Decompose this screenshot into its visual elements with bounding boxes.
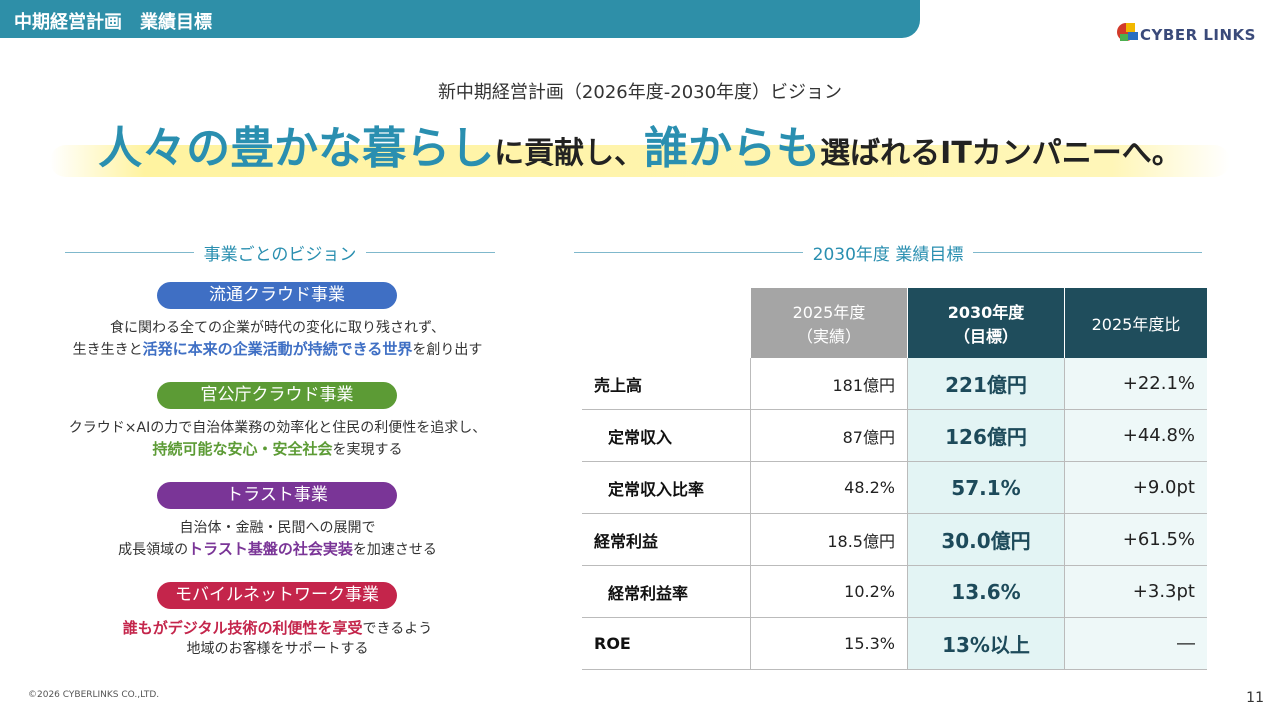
column-header: 2025年度 （実績） (750, 288, 908, 358)
table-row: 定常収入 87億円 126億円 +44.8% (582, 409, 1207, 462)
business-line: 持続可能な安心・安全社会を実現する (20, 438, 535, 459)
business-line: クラウド×AIの力で自治体業務の効率化と住民の利便性を追求し、 (20, 417, 535, 437)
table-cell: +22.1% (1064, 358, 1207, 410)
target-table: 2025年度 （実績） 2030年度 （目標） 2025年度比 売上高 181億円 221… (582, 288, 1207, 670)
column-header: 2025年度比 (1064, 288, 1207, 358)
table-cell: 13.6% (907, 565, 1065, 618)
vision-subtitle: 新中期経営計画（2026年度-2030年度）ビジョン (437, 82, 843, 103)
table-cell: +61.5% (1064, 513, 1207, 566)
business-line: 生き生きと活発に本来の企業活動が持続できる世界を創り出す (20, 338, 535, 359)
row-label: 売上高 (582, 358, 751, 410)
row-label: ROE (582, 617, 751, 670)
text-segment: 成長領域の (118, 542, 189, 558)
business-line: 誰もがデジタル技術の利便性を享受できるよう (20, 617, 535, 638)
business-line: 食に関わる全ての企業が時代の変化に取り残されず、 (20, 317, 535, 337)
business-pill: モバイルネットワーク事業 (157, 582, 397, 609)
table-row: 経常利益率 10.2% 13.6% +3.3pt (582, 565, 1207, 618)
logo-text: CYBER LINKS (1140, 26, 1256, 44)
table-cell: 15.3% (750, 617, 908, 670)
text-segment: 誰もがデジタル技術の利便性を享受 (122, 619, 363, 637)
table-cell: ― (1064, 617, 1207, 670)
empty-header (582, 288, 751, 358)
text-segment: 地域のお客様をサポートする (186, 641, 369, 657)
table-cell: 48.2% (750, 461, 908, 514)
vision-headline: 人々の豊かな暮らしに貢献し、誰からも選ばれるITカンパニーへ。 (0, 112, 1280, 176)
table-row: 定常収入比率 48.2% 57.1% +9.0pt (582, 461, 1207, 514)
business-line: 成長領域のトラスト基盤の社会実装を加速させる (20, 538, 535, 559)
highlight-brush (50, 145, 1230, 177)
headline-segment: に貢献し、 (494, 136, 645, 171)
business-line: 自治体・金融・民間への展開で (20, 517, 535, 537)
table-row: 経常利益 18.5億円 30.0億円 +61.5% (582, 513, 1207, 566)
section-title: 2030年度 業績目標 (574, 240, 1202, 265)
copyright: ©2026 CYBERLINKS CO.,LTD. (28, 690, 160, 700)
text-segment: を創り出す (412, 342, 483, 358)
table-cell: +44.8% (1064, 409, 1207, 462)
business-pill: トラスト事業 (157, 482, 397, 509)
text-segment: 生き生きと (72, 342, 143, 358)
page-number: 11 (1246, 690, 1264, 706)
table-cell: 18.5億円 (750, 513, 908, 566)
business-pill: 流通クラウド事業 (157, 282, 397, 309)
table-cell: 30.0億円 (907, 513, 1065, 566)
business-line: 地域のお客様をサポートする (20, 638, 535, 658)
table-row: ROE 15.3% 13%以上 ― (582, 617, 1207, 670)
header-bar (0, 0, 920, 38)
text-segment: 持続可能な安心・安全社会 (152, 440, 333, 458)
table-cell: 126億円 (907, 409, 1065, 462)
headline-segment: 選ばれるITカンパニーへ。 (820, 136, 1182, 171)
row-label: 経常利益率 (582, 565, 751, 618)
text-segment: できるよう (362, 621, 433, 637)
text-segment: トラスト基盤の社会実装 (188, 540, 353, 558)
business-pill: 官公庁クラウド事業 (157, 382, 397, 409)
row-label: 経常利益 (582, 513, 751, 566)
headline-segment: 誰からも (644, 123, 821, 174)
table-cell: +9.0pt (1064, 461, 1207, 514)
text-segment: 自治体・金融・民間への展開で (179, 520, 376, 536)
text-segment: 食に関わる全ての企業が時代の変化に取り残されず、 (109, 320, 446, 336)
row-label: 定常収入 (582, 409, 751, 462)
section-title-text: 2030年度 業績目標 (812, 245, 964, 265)
text-segment: を実現する (332, 442, 403, 458)
table-cell: 13%以上 (907, 617, 1065, 670)
table-cell: 181億円 (750, 358, 908, 410)
section-title-text: 事業ごとのビジョン (203, 245, 357, 265)
table-cell: 57.1% (907, 461, 1065, 514)
table-cell: 87億円 (750, 409, 908, 462)
table-cell: 221億円 (907, 358, 1065, 410)
row-label: 定常収入比率 (582, 461, 751, 514)
table-row: 売上高 181億円 221億円 +22.1% (582, 358, 1207, 410)
header-title: 中期経営計画 業績目標 (14, 12, 212, 33)
logo-icon (1117, 23, 1138, 41)
text-segment: クラウド×AIの力で自治体業務の効率化と住民の利便性を追求し、 (68, 420, 487, 436)
section-title: 事業ごとのビジョン (65, 240, 495, 265)
headline-segment: 人々の豊かな暮らし (98, 123, 495, 174)
column-header: 2030年度 （目標） (907, 288, 1065, 358)
text-segment: を加速させる (352, 542, 437, 558)
table-cell: +3.3pt (1064, 565, 1207, 618)
table-cell: 10.2% (750, 565, 908, 618)
text-segment: 活発に本来の企業活動が持続できる世界 (142, 340, 413, 358)
